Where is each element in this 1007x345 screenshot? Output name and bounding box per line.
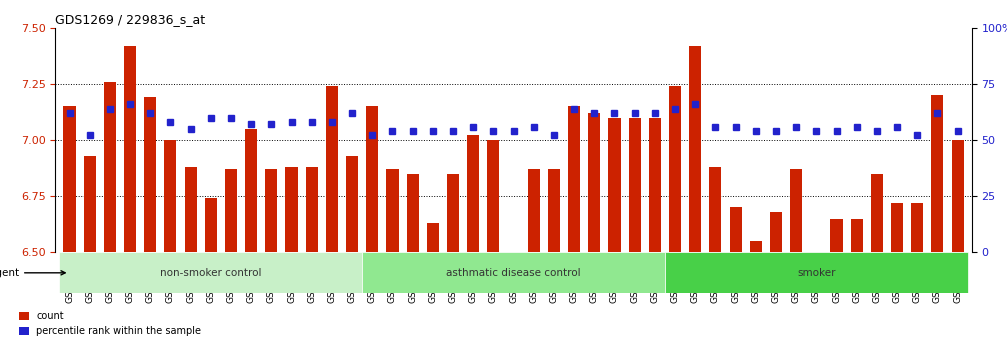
Text: smoker: smoker [798,268,836,278]
Bar [467,136,479,253]
Bar [568,106,580,253]
Bar [811,253,823,259]
Bar [286,167,298,253]
Bar [931,95,944,253]
Bar [367,106,379,253]
Bar [63,106,76,253]
Bar [952,140,964,253]
Text: agent: agent [0,268,65,278]
Bar [729,207,741,253]
Bar [144,97,156,253]
Bar [770,212,782,253]
Bar [265,169,277,253]
Bar [831,219,843,253]
Bar [528,169,540,253]
Bar [689,46,701,253]
FancyBboxPatch shape [59,253,363,293]
Bar [204,198,217,253]
Bar [649,118,661,253]
Bar [447,174,459,253]
Bar [326,86,338,253]
Bar [750,241,762,253]
Bar [306,167,318,253]
Text: GDS1269 / 229836_s_at: GDS1269 / 229836_s_at [55,13,205,27]
Bar [407,174,419,253]
Bar [225,169,237,253]
Bar [387,169,399,253]
Bar [790,169,803,253]
Bar [669,86,681,253]
Bar [588,113,600,253]
Legend: count, percentile rank within the sample: count, percentile rank within the sample [15,307,205,340]
Bar [628,118,640,253]
Bar [427,223,439,253]
Text: asthmatic disease control: asthmatic disease control [446,268,581,278]
Bar [184,167,196,253]
Bar [851,219,863,253]
FancyBboxPatch shape [665,253,968,293]
Bar [709,167,721,253]
Bar [871,174,883,253]
Bar [548,169,560,253]
Text: non-smoker control: non-smoker control [160,268,262,278]
Bar [164,140,176,253]
Bar [891,203,903,253]
Bar [346,156,358,253]
Bar [124,46,136,253]
Bar [608,118,620,253]
FancyBboxPatch shape [363,253,665,293]
Bar [104,81,116,253]
Bar [487,140,499,253]
Bar [911,203,923,253]
Bar [245,129,257,253]
Bar [84,156,96,253]
